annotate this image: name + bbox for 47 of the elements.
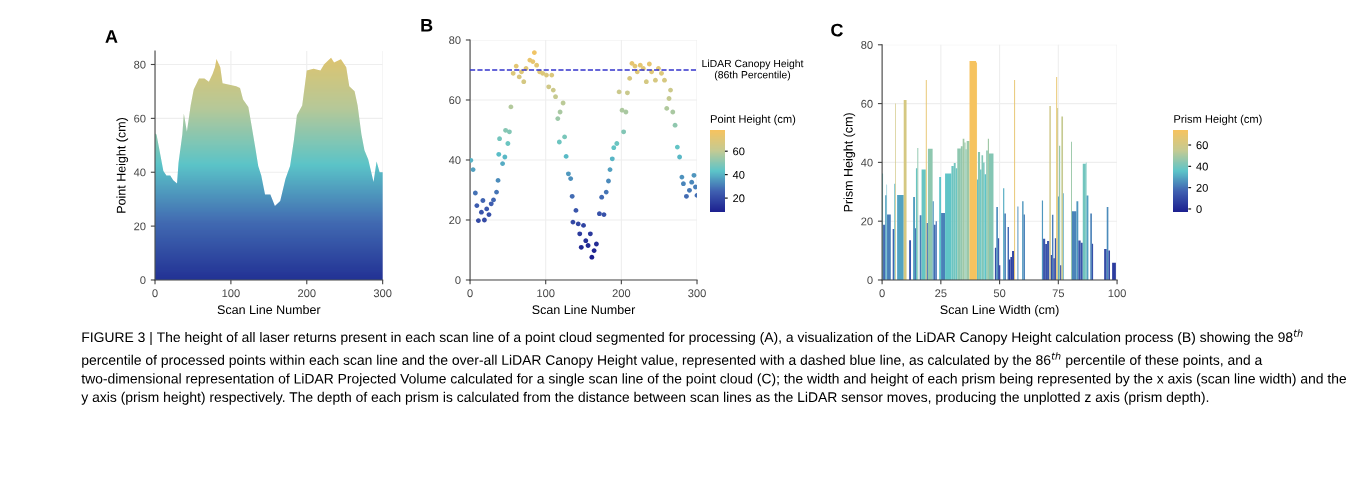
x-tick-label: 50 [993, 289, 1006, 298]
x-tick-label: 0 [152, 289, 158, 298]
x-tick-label: 200 [298, 289, 316, 298]
color-bar-label: 60 [733, 147, 745, 156]
color-bar-label: 40 [732, 170, 745, 179]
y-tick-label: 20 [861, 217, 873, 226]
x-axis-title: Scan Line Width (cm) [940, 304, 1059, 317]
y-tick-label: 0 [867, 276, 873, 285]
y-tick-label: 40 [860, 158, 873, 167]
y-tick-label: 80 [449, 36, 461, 45]
color-bar-label: 40 [1196, 162, 1208, 171]
ref-line-label: LiDAR Canopy Height (86th Percentile) [702, 59, 804, 81]
color-bar-title: Prism Height (cm) [1174, 114, 1262, 126]
y-tick-label: 40 [133, 168, 146, 177]
y-tick-label: 80 [134, 60, 146, 69]
x-tick-label: 0 [467, 289, 473, 298]
x-tick-label: 100 [537, 289, 555, 298]
x-tick-label: 75 [1052, 289, 1065, 298]
x-tick-label: 100 [1108, 289, 1126, 298]
y-axis-title: Point Height (cm) [116, 118, 129, 213]
y-tick-label: 20 [449, 216, 461, 225]
x-tick-label: 200 [612, 289, 631, 298]
x-tick-label: 25 [935, 289, 947, 298]
text: FIGURE 3 | The height of all laser returns present in each scan line of a point cloud segmented for processing (A), a visualization of the LiDAR Canopy Height calculation process (B) showing the 98$^{th}$ percentile of processed points within each scan line and the over-all LiDAR Canopy Height value, represented with a dashed blue line, as calculated by the 86$^{th}$ percentile of these points, and a two-dimensional representation of LiDAR Projected Volume calculated for a single scan line of the point cloud (C); the width and height of each prism being represented by the x axis (scan line width) and the y axis (prism height) respectively. The depth of each prism is calculated from the distance between scan lines as the LiDAR sensor moves, producing the unplotted z axis (prism depth). [81, 329, 1347, 405]
x-tick-label: 0 [879, 289, 885, 298]
y-tick-label: 20 [134, 222, 146, 231]
color-bar-label: 0 [1196, 205, 1202, 214]
y-tick-label: 80 [861, 41, 873, 49]
y-tick-label: 0 [455, 276, 461, 285]
x-tick-label: 100 [222, 289, 240, 298]
chart-title: C [831, 23, 843, 37]
chart-title: B [421, 19, 433, 32]
x-axis-title: Scan Line Number [532, 304, 636, 315]
x-axis-title: Scan Line Number [217, 304, 321, 315]
x-tick-label: 300 [688, 289, 706, 298]
x-tick-label: 300 [373, 289, 392, 298]
y-tick-label: 60 [134, 114, 146, 123]
y-tick-label: 40 [448, 156, 461, 165]
y-axis-title: Prism Height (cm) [843, 113, 856, 212]
color-bar-label: 20 [733, 194, 745, 203]
y-tick-label: 0 [140, 276, 146, 285]
color-bar-title: Point Height (cm) [710, 114, 796, 126]
y-tick-label: 60 [449, 96, 461, 105]
color-bar-label: 60 [1196, 141, 1208, 150]
y-tick-label: 60 [861, 99, 873, 108]
chart-title: A [105, 30, 118, 43]
color-bar-label: 20 [1196, 183, 1208, 192]
